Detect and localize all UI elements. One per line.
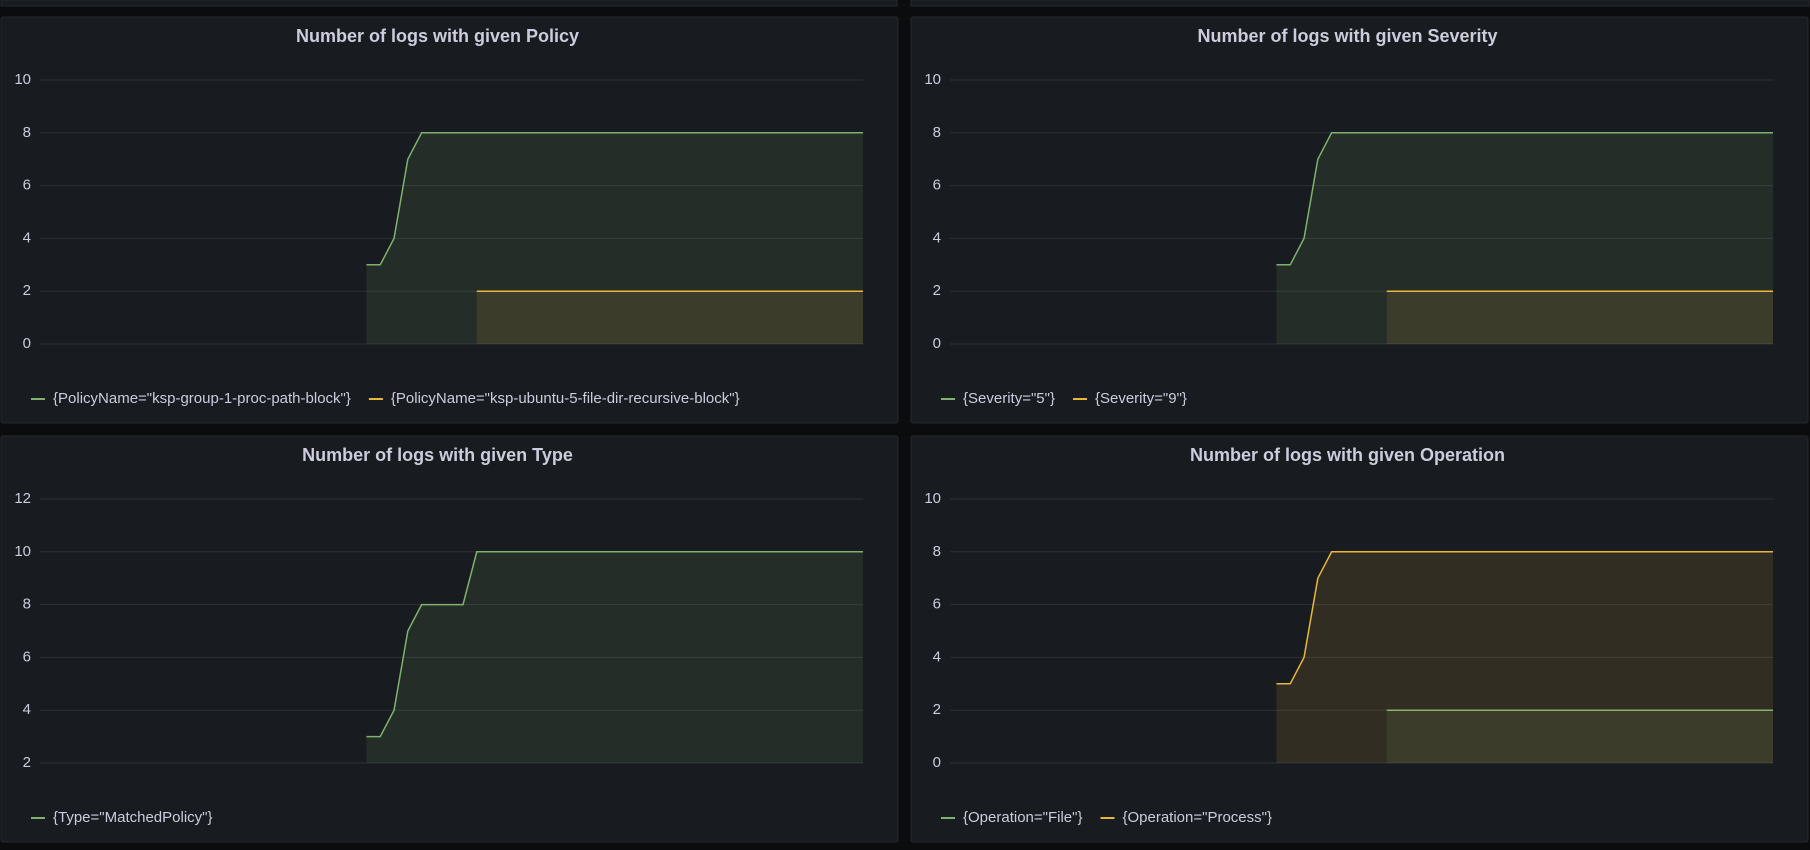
panel: Number of logs with given Policy02468101… — [0, 16, 899, 424]
y-tick-label: 10 — [14, 543, 31, 560]
y-tick-label: 0 — [933, 754, 941, 771]
legend-label: {Operation="Process"} — [1122, 809, 1272, 826]
y-tick-label: 0 — [933, 335, 941, 352]
y-tick-label: 4 — [23, 229, 31, 246]
legend-label: {Type="MatchedPolicy"} — [53, 809, 213, 826]
y-tick-label: 6 — [933, 177, 941, 194]
series-line — [366, 132, 863, 266]
series-area — [1386, 291, 1773, 344]
series-line — [366, 551, 863, 738]
panel: Number of logs with given Operation 0 2 4 6 8… — [910, 435, 1809, 843]
panel-background — [0, 16, 899, 424]
panel-edge — [0, 0, 898, 7]
legend-label: {Severity="9"} — [1095, 390, 1187, 407]
y-tick-label: 6 — [933, 596, 941, 613]
panel-background — [0, 435, 899, 843]
y-tick-label: 2 — [23, 282, 31, 299]
y-tick-label: 6 — [23, 177, 31, 194]
y-tick-label: 4 — [23, 701, 31, 718]
y-tick-label: 2 — [933, 701, 941, 718]
panel-background — [910, 435, 1809, 843]
panel-title: Number of logs with given Severity — [1197, 26, 1497, 46]
y-tick-label: 2 — [23, 754, 31, 771]
panel-title: Number of logs with given Operation — [1190, 445, 1505, 465]
panel: Number of logs with given Severity 0 2 4 6 8 1… — [910, 16, 1809, 424]
panel-background — [910, 16, 1809, 424]
panel-edge — [910, 0, 1810, 7]
y-tick-label: 6 — [23, 648, 31, 665]
y-tick-label: 8 — [23, 124, 31, 141]
y-tick-label: 10 — [924, 71, 941, 88]
legend-label: {Operation="File"} — [963, 809, 1082, 826]
y-tick-label: 8 — [933, 543, 941, 560]
y-tick-label: 8 — [23, 596, 31, 613]
y-tick-label: 10 — [14, 71, 31, 88]
series-line — [1276, 132, 1773, 266]
y-tick-label: 4 — [933, 648, 941, 665]
panel: Number of logs with given Type2468101219… — [0, 435, 899, 843]
y-tick-label: 4 — [933, 229, 941, 246]
y-tick-label: 0 — [23, 335, 31, 352]
y-tick-label: 12 — [14, 490, 31, 507]
series-area — [1386, 710, 1773, 763]
series-area — [1276, 551, 1773, 763]
series-area — [476, 291, 863, 344]
y-tick-label: 2 — [933, 282, 941, 299]
y-tick-label: 10 — [924, 490, 941, 507]
y-tick-label: 8 — [933, 124, 941, 141]
panel-title: Number of logs with given Type — [302, 445, 573, 465]
series-area — [366, 551, 863, 763]
panel-title: Number of logs with given Policy — [296, 26, 579, 46]
series-line — [1276, 551, 1773, 685]
legend-label: {PolicyName="ksp-ubuntu-5-file-dir-recur… — [391, 390, 740, 407]
legend-label: {Severity="5"} — [963, 390, 1055, 407]
legend-label: {PolicyName="ksp-group-1-proc-path-block… — [53, 390, 351, 407]
